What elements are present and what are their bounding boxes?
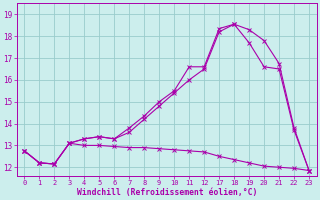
X-axis label: Windchill (Refroidissement éolien,°C): Windchill (Refroidissement éolien,°C) <box>76 188 257 197</box>
